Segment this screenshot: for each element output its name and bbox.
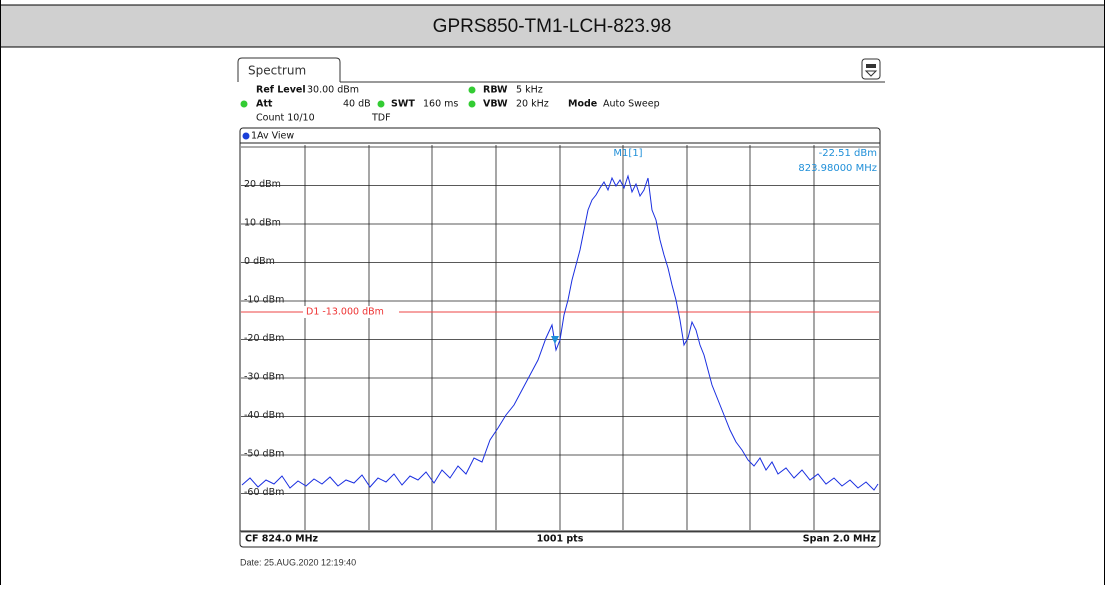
y-axis-label: 0 dBm: [244, 256, 275, 267]
trace: [241, 174, 879, 491]
center-freq: CF 824.0 MHz: [245, 534, 319, 545]
y-axis-label: -60 dBm: [244, 487, 284, 498]
marker-level: -22.51 dBm: [819, 148, 877, 159]
setting-label: SWT: [391, 99, 415, 110]
header-title: GPRS850-TM1-LCH-823.98: [433, 16, 672, 37]
count: Count 10/10: [256, 113, 315, 124]
setting-label: Mode: [568, 99, 597, 110]
y-axis-label: -10 dBm: [244, 295, 284, 306]
status-dot: [468, 86, 476, 94]
trace-dot: [242, 132, 250, 140]
y-grid: 20 dBm 10 dBm 0 dBm -10 dBm -20 dBm -30 dBm -4…: [241, 146, 879, 533]
points: 1001 pts: [537, 534, 584, 545]
date: Date: 25.AUG.2020 12:19:40: [240, 557, 356, 567]
tab: [237, 57, 341, 82]
menu-icon-bar: [866, 64, 876, 68]
marker-name: M1[1]: [613, 148, 642, 159]
setting-label: Att: [256, 99, 273, 110]
view-label: 1Av View: [251, 131, 294, 142]
setting-label: VBW: [483, 99, 508, 110]
setting-value: 160 ms: [423, 99, 458, 110]
y-axis-label: -50 dBm: [244, 449, 284, 460]
status-dot: [240, 100, 248, 108]
status-dot: [377, 100, 385, 108]
setting-value: 40 dB: [343, 99, 371, 110]
setting-label: Ref Level: [256, 85, 306, 96]
y-axis-label: -20 dBm: [244, 333, 284, 344]
setting-label: RBW: [483, 85, 508, 96]
tab-label: Spectrum: [248, 64, 306, 78]
setting-value: 20 kHz: [516, 99, 549, 110]
status-dot: [468, 100, 476, 108]
display-line-bg: [303, 306, 399, 318]
tdf: TDF: [371, 113, 391, 124]
y-axis-label: 10 dBm: [244, 218, 281, 229]
display-line-label: D1 -13.000 dBm: [306, 307, 384, 318]
menu-icon-arrow: [864, 70, 878, 77]
y-axis-label: 20 dBm: [244, 179, 281, 190]
span: Span 2.0 MHz: [803, 534, 877, 545]
marker-symbol: [551, 336, 559, 344]
y-axis-label: -40 dBm: [244, 410, 284, 421]
marker-freq: 823.98000 MHz: [798, 163, 877, 174]
header-row: [0, 5, 1105, 47]
setting-value: 30.00 dBm: [307, 85, 359, 96]
setting-value: 5 kHz: [516, 85, 543, 96]
setting-value: Auto Sweep: [603, 99, 660, 110]
y-axis-label: -30 dBm: [244, 372, 284, 383]
